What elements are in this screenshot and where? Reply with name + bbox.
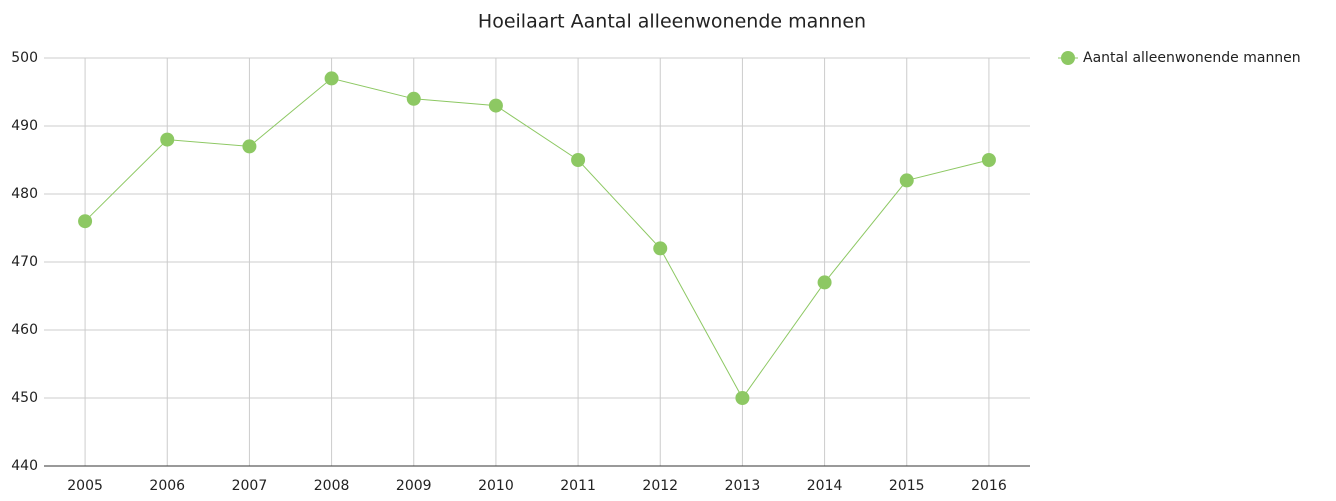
y-tick-label: 470: [11, 254, 38, 270]
y-tick-label: 490: [11, 118, 38, 134]
legend-marker: [1061, 51, 1075, 65]
x-tick-label: 2005: [67, 478, 103, 494]
y-tick-label: 480: [11, 186, 38, 202]
x-tick-label: 2010: [478, 478, 514, 494]
series-line: [84, 77, 990, 399]
data-point: [488, 98, 503, 113]
data-point: [899, 173, 914, 188]
x-tick-label: 2011: [560, 478, 596, 494]
data-point: [324, 71, 339, 86]
y-tick-label: 450: [11, 390, 38, 406]
x-tick-label: 2013: [725, 478, 761, 494]
data-point: [981, 153, 996, 167]
y-tick-label: 500: [11, 50, 38, 66]
y-tick-label: 460: [11, 322, 38, 338]
data-point: [817, 275, 832, 290]
y-tick-label: 440: [11, 458, 38, 474]
x-tick-label: 2012: [642, 478, 678, 494]
x-tick-label: 2008: [314, 478, 350, 494]
x-tick-label: 2006: [149, 478, 185, 494]
data-point: [242, 139, 257, 154]
legend-label: Aantal alleenwonende mannen: [1083, 50, 1301, 66]
x-tick-label: 2015: [889, 478, 925, 494]
data-point: [406, 91, 421, 106]
x-tick-label: 2016: [971, 478, 1007, 494]
x-tick-label: 2007: [232, 478, 268, 494]
data-point: [653, 241, 668, 256]
data-point: [571, 153, 586, 167]
data-point: [160, 132, 175, 147]
x-tick-label: 2014: [807, 478, 843, 494]
data-point: [78, 214, 93, 229]
chart-title: Hoeilaart Aantal alleenwonende mannen: [478, 11, 866, 33]
x-tick-label: 2009: [396, 478, 432, 494]
data-point: [735, 391, 750, 405]
